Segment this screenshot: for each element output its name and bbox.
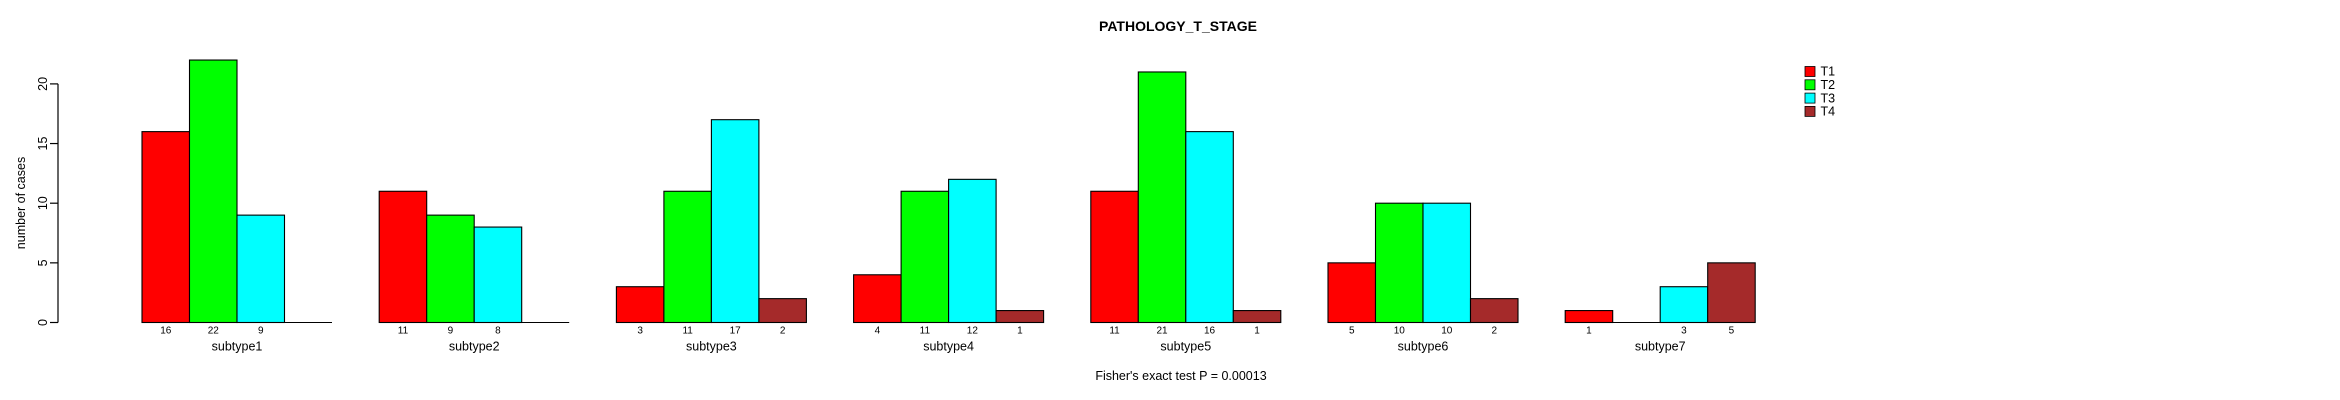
bar-T1-subtype6 <box>1327 262 1377 324</box>
category-label: subtype6 <box>1398 340 1449 354</box>
bar-value-label: 5 <box>1349 326 1355 337</box>
bar-value-label: 11 <box>682 326 693 337</box>
bar-T4-subtype4 <box>995 310 1045 324</box>
legend-label-T3: T3 <box>1821 91 1836 105</box>
y-axis-title: number of cases <box>14 157 28 249</box>
bar-value-label: 3 <box>1681 326 1687 337</box>
bar-value-label: 5 <box>1729 326 1735 337</box>
bar-T3-subtype4 <box>948 178 997 324</box>
bar-T3-subtype3 <box>710 119 760 324</box>
bar-value-label: 17 <box>730 326 742 337</box>
bar-T3-subtype1 <box>236 214 286 324</box>
bar-T2-subtype4 <box>900 190 950 324</box>
category-label: subtype7 <box>1635 340 1686 354</box>
bar-T2-subtype1 <box>188 59 238 324</box>
bar-value-label: 11 <box>920 326 931 337</box>
bar-value-label: 16 <box>160 326 172 337</box>
bar-T3-subtype2 <box>473 226 523 324</box>
bar-T3-subtype6 <box>1422 202 1472 324</box>
y-tick-label: 20 <box>36 77 50 91</box>
bar-T4-subtype5 <box>1232 310 1282 324</box>
bar-value-label: 11 <box>398 326 409 337</box>
legend-swatch-T2 <box>1804 79 1816 91</box>
category-label: subtype2 <box>449 340 500 354</box>
bar-value-label: 16 <box>1204 326 1216 337</box>
category-label: subtype5 <box>1160 340 1211 354</box>
y-tick-label: 10 <box>36 196 50 210</box>
bar-value-label: 1 <box>1586 326 1592 337</box>
bar-T4-subtype7 <box>1707 262 1756 324</box>
y-tick-label: 5 <box>36 259 50 266</box>
bar-T2-subtype3 <box>663 190 712 324</box>
bar-value-label: 9 <box>448 326 454 337</box>
chart-title: PATHOLOGY_T_STAGE <box>1099 18 1257 34</box>
bar-T2-subtype6 <box>1374 202 1424 324</box>
legend-label-T1: T1 <box>1821 65 1836 79</box>
bar-T1-subtype7 <box>1564 310 1614 324</box>
bar-value-label: 4 <box>875 326 881 337</box>
category-label: subtype1 <box>212 340 263 354</box>
legend-swatch-T1 <box>1804 66 1816 77</box>
legend-label-T4: T4 <box>1821 105 1836 119</box>
bar-value-label: 1 <box>1254 326 1260 337</box>
bar-value-label: 3 <box>637 326 643 337</box>
category-label: subtype3 <box>686 340 737 354</box>
bar-value-label: 22 <box>208 326 220 337</box>
y-axis: 0 5 10 15 20 <box>36 77 59 326</box>
bar-T2-subtype2 <box>426 214 475 324</box>
fisher-test-note: Fisher's exact test P = 0.00013 <box>1095 369 1266 383</box>
bar-T3-subtype5 <box>1185 131 1234 324</box>
bar-T2-subtype5 <box>1137 71 1187 324</box>
bar-T3-subtype7 <box>1659 286 1709 324</box>
bar-T1-subtype2 <box>378 190 428 324</box>
bar-T1-subtype1 <box>141 131 191 324</box>
bar-value-label: 12 <box>967 326 979 337</box>
bar-value-label: 9 <box>258 326 264 337</box>
bar-T1-subtype5 <box>1090 190 1139 324</box>
y-tick-label: 15 <box>36 137 50 151</box>
bar-T4-subtype3 <box>758 298 807 324</box>
legend-swatch-T3 <box>1804 92 1816 104</box>
category-label: subtype4 <box>923 340 974 354</box>
bar-value-label: 10 <box>1394 326 1406 337</box>
bar-value-label: 2 <box>1491 326 1497 337</box>
legend-swatch-T4 <box>1804 106 1816 117</box>
legend-label-T2: T2 <box>1821 78 1836 92</box>
bar-T4-subtype6 <box>1469 298 1519 324</box>
bar-T1-subtype3 <box>615 286 665 324</box>
bar-value-label: 1 <box>1017 326 1023 337</box>
bar-value-label: 8 <box>495 326 501 337</box>
bar-value-label: 11 <box>1109 326 1120 337</box>
y-tick-label: 0 <box>36 319 50 326</box>
bar-value-label: 10 <box>1441 326 1453 337</box>
bar-T1-subtype4 <box>853 274 902 324</box>
bar-value-label: 21 <box>1156 326 1168 337</box>
bar-value-label: 2 <box>780 326 786 337</box>
plot-area: 16 11 3 4 11 5 122 9 11 11 21 109 8 17 12 16 10 32 1 1 2 5sub… <box>141 59 1756 354</box>
